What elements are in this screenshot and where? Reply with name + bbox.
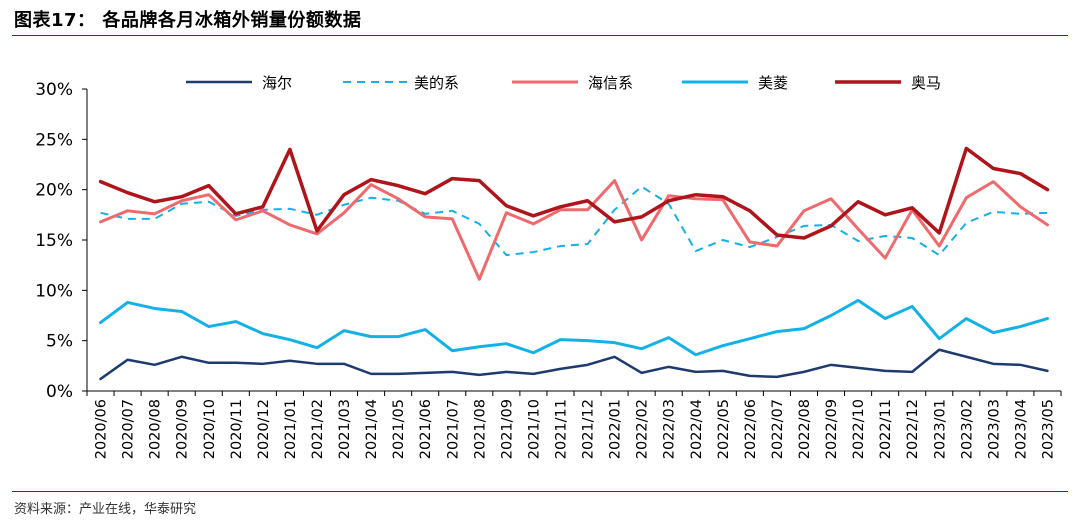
x-tick-label: 2021/08 [472, 399, 488, 459]
x-tick-label: 2021/10 [526, 399, 542, 459]
series-line-2 [99, 179, 1049, 281]
x-tick-label: 2023/02 [959, 399, 975, 459]
x-tick-label: 2023/04 [1013, 399, 1029, 459]
line-chart: 海尔 美的系 海信系 美菱 奥马 0% 5% 10% 15% 20% 25% 30% 2020/06 2… [35, 74, 1062, 459]
x-tick-label: 2022/02 [635, 399, 651, 459]
y-tick-label: 30% [35, 80, 73, 100]
x-tick-label: 2021/01 [283, 399, 299, 459]
series-line-1 [100, 185, 1048, 257]
x-tick-label: 2023/01 [932, 399, 948, 459]
x-tick-label: 2021/07 [445, 399, 461, 459]
y-tick-label: 0% [46, 382, 73, 402]
x-tick-label: 2022/01 [608, 399, 624, 459]
figure-title: 图表17： 各品牌各月冰箱外销量份额数据 [14, 10, 362, 31]
legend-label-4: 奥马 [911, 74, 941, 92]
x-tick-label: 2023/03 [986, 399, 1002, 459]
y-tick-label: 20% [35, 181, 73, 201]
x-tick-label: 2022/10 [851, 399, 867, 459]
x-tick-label: 2020/11 [229, 399, 245, 459]
y-tick-label: 15% [35, 231, 73, 251]
x-tick-label: 2021/04 [364, 399, 380, 459]
chart-plot-area [98, 146, 1050, 381]
x-tick-label: 2020/06 [94, 399, 110, 459]
chart-legend: 海尔 美的系 海信系 美菱 奥马 [186, 74, 941, 92]
x-tick-label: 2022/12 [905, 399, 921, 459]
x-tick-label: 2021/11 [553, 399, 569, 459]
x-tick-label: 2022/11 [878, 399, 894, 459]
x-tick-label: 2020/08 [148, 399, 164, 459]
legend-label-1: 美的系 [414, 74, 459, 92]
series-line-3 [99, 298, 1049, 357]
x-tick-label: 2021/09 [499, 399, 515, 459]
x-tick-label: 2022/04 [689, 399, 705, 459]
x-tick-label: 2021/02 [310, 399, 326, 459]
x-tick-label: 2021/05 [391, 399, 407, 459]
x-tick-label: 2022/06 [743, 399, 759, 459]
legend-label-3: 美菱 [758, 74, 788, 92]
title-rule [12, 35, 1068, 36]
x-tick-label: 2022/05 [716, 399, 732, 459]
series-line-4 [98, 146, 1050, 240]
x-tick-label: 2022/08 [797, 399, 813, 459]
y-tick-label: 5% [46, 332, 73, 352]
source-note: 资料来源：产业在线，华泰研究 [14, 502, 197, 517]
y-tick-label: 10% [35, 281, 73, 301]
x-tick-label: 2020/12 [256, 399, 272, 459]
x-tick-label: 2021/06 [418, 399, 434, 459]
source-rule [12, 491, 1068, 492]
legend-label-0: 海尔 [262, 74, 292, 92]
x-tick-label: 2020/09 [175, 399, 191, 459]
x-tick-label: 2022/09 [824, 399, 840, 459]
x-tick-label: 2020/10 [202, 399, 218, 459]
legend-label-2: 海信系 [588, 74, 633, 92]
series-line-0 [99, 348, 1049, 381]
x-tick-label: 2021/03 [337, 399, 353, 459]
x-tick-label: 2023/05 [1040, 399, 1056, 459]
chart-axes: 0% 5% 10% 15% 20% 25% 30% 2020/06 2020/07 2020/08… [35, 80, 1062, 459]
x-tick-label: 2022/07 [770, 399, 786, 459]
x-tick-label: 2021/12 [581, 399, 597, 459]
x-tick-label: 2022/03 [662, 399, 678, 459]
x-tick-label: 2020/07 [121, 399, 137, 459]
y-tick-label: 25% [35, 130, 73, 150]
